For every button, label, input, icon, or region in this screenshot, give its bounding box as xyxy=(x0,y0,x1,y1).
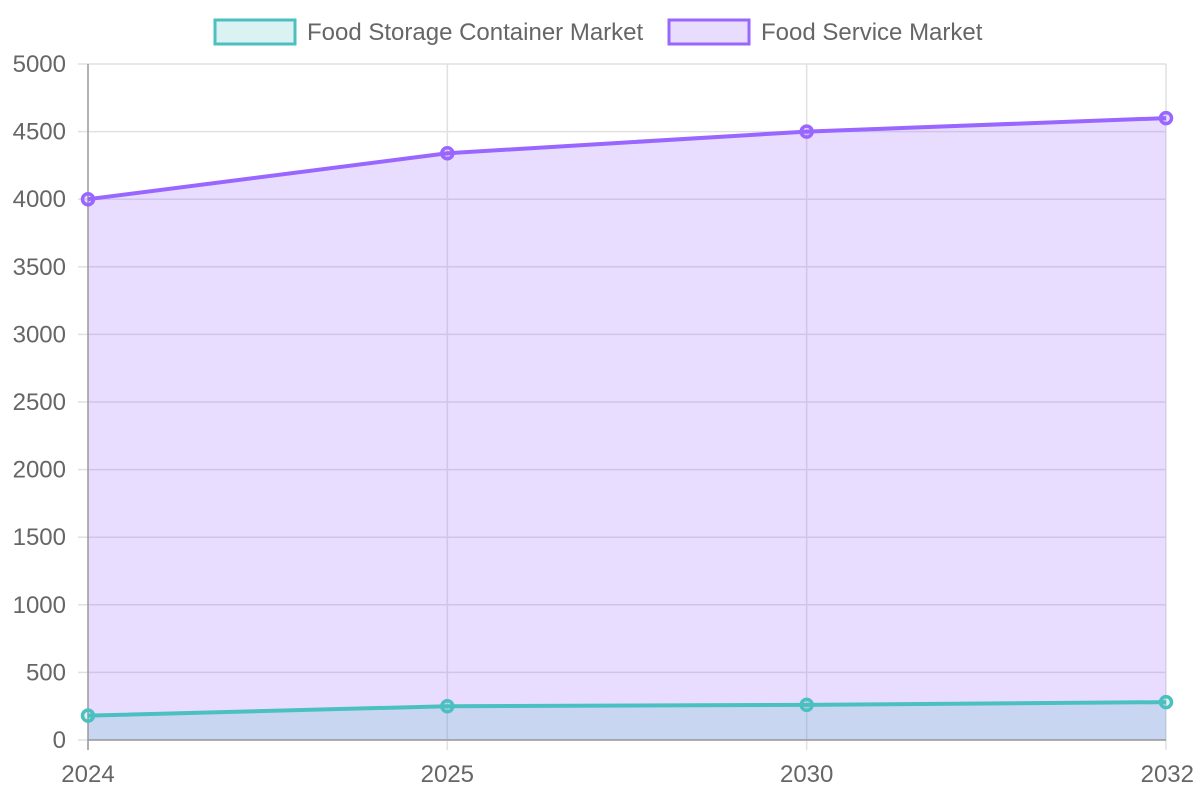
y-tick-label-3500: 3500 xyxy=(13,254,66,281)
legend-label-food-storage-container-market[interactable]: Food Storage Container Market xyxy=(307,19,644,46)
y-tick-label-1000: 1000 xyxy=(13,592,66,619)
x-tick-label-2032: 2032 xyxy=(1141,761,1194,788)
y-tick-label-0: 0 xyxy=(53,727,66,754)
series-lines xyxy=(87,116,1167,718)
y-tick-label-2500: 2500 xyxy=(13,389,66,416)
y-tick-label-1500: 1500 xyxy=(13,524,66,551)
area-fill-food-storage-container-market xyxy=(88,702,1166,740)
legend-swatch-food-service-market[interactable] xyxy=(667,18,751,46)
data-points xyxy=(80,110,1174,723)
series-line-food-storage-container-market xyxy=(87,700,1167,718)
y-tick-label-4000: 4000 xyxy=(13,186,66,213)
grid-lines xyxy=(78,63,1167,750)
data-point-food-service-market-2032[interactable] xyxy=(1158,110,1174,126)
y-tick-label-500: 500 xyxy=(26,659,66,686)
data-point-food-storage-container-market-2024[interactable] xyxy=(80,708,96,723)
y-tick-label-3000: 3000 xyxy=(13,321,66,348)
data-point-food-service-market-2030[interactable] xyxy=(799,124,814,139)
x-axis-tick-labels: 2024 2025 2030 2032 xyxy=(61,761,1194,788)
data-point-food-storage-container-market-2032[interactable] xyxy=(1158,694,1174,710)
y-tick-label-2000: 2000 xyxy=(13,457,66,484)
legend: Food Storage Container Market Food Servi… xyxy=(213,18,983,46)
data-point-food-service-market-2025[interactable] xyxy=(440,145,455,161)
area-fill-food-service-market xyxy=(88,118,1166,740)
area-fills xyxy=(88,118,1166,740)
data-point-food-service-market-2024[interactable] xyxy=(80,191,96,207)
y-tick-label-5000: 5000 xyxy=(13,51,66,78)
y-axis-tick-labels: 0 500 1000 1500 2000 2500 3000 3500 4000 4500 5000 xyxy=(13,51,66,754)
data-point-food-storage-container-market-2025[interactable] xyxy=(440,698,455,714)
legend-swatch-food-storage-container-market[interactable] xyxy=(213,18,297,46)
x-tick-label-2024: 2024 xyxy=(61,761,114,788)
y-tick-label-4500: 4500 xyxy=(13,119,66,146)
x-tick-label-2025: 2025 xyxy=(421,761,474,788)
data-point-food-storage-container-market-2030[interactable] xyxy=(799,697,814,713)
legend-label-food-service-market[interactable]: Food Service Market xyxy=(761,19,983,46)
x-tick-label-2030: 2030 xyxy=(780,761,833,788)
series-line-food-service-market xyxy=(87,116,1167,202)
axes xyxy=(87,64,1166,750)
